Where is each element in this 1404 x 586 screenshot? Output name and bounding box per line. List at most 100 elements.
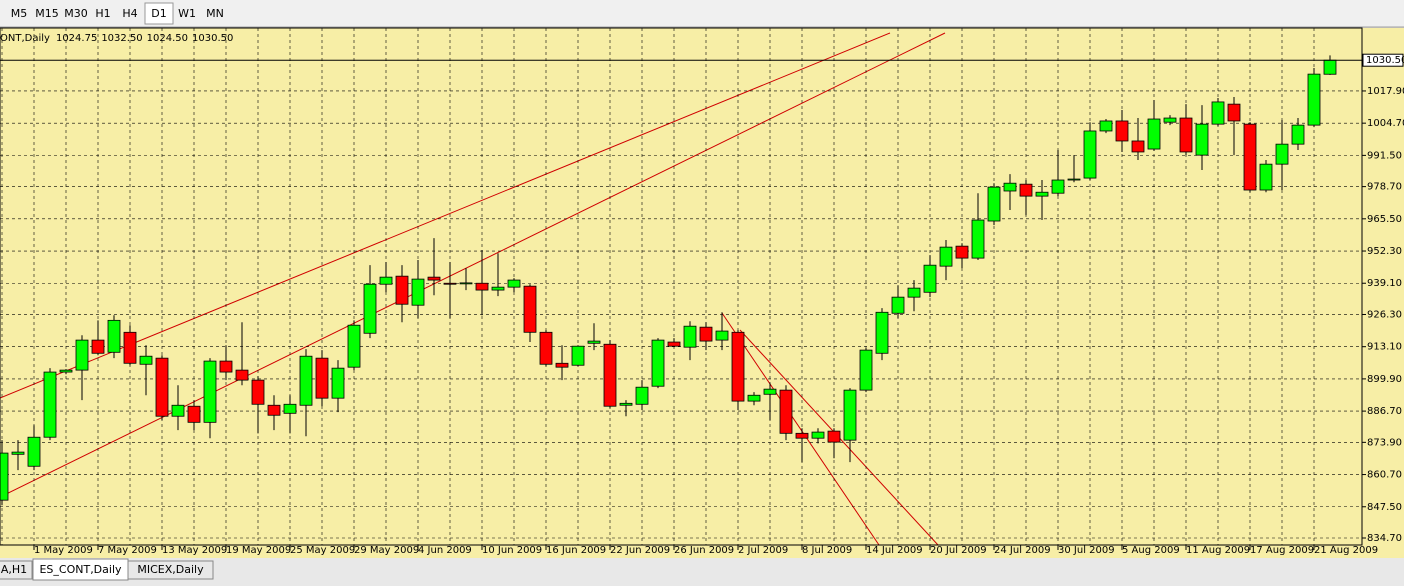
x-tick-label: 10 Jun 2009 [482, 545, 542, 556]
candle-body [235, 369, 249, 381]
candle-body [1131, 140, 1145, 153]
candle [1291, 118, 1305, 151]
candle [1115, 109, 1129, 152]
candle-body [1147, 118, 1161, 150]
candle-body [619, 402, 633, 406]
candle [1195, 105, 1209, 171]
y-tick-label: 965.50 [1367, 214, 1402, 225]
candle-body [155, 357, 169, 417]
candle [1131, 118, 1145, 161]
candle [827, 428, 841, 459]
candle-body [907, 287, 921, 298]
tab-shape [127, 560, 214, 580]
button-label: MN [206, 7, 224, 20]
y-tick-label: 926.30 [1367, 309, 1402, 320]
chart-background [0, 28, 1404, 558]
x-tick-label: 13 May 2009 [162, 545, 227, 556]
candle-body [1115, 120, 1129, 142]
candle [779, 385, 793, 441]
candle [27, 425, 41, 471]
candle-body [331, 367, 345, 399]
button-pressed [144, 2, 174, 25]
candle-body [1243, 123, 1257, 191]
candle [907, 280, 921, 312]
timeframe-button[interactable]: M5 [11, 7, 28, 20]
candle-body [411, 278, 425, 306]
timeframe-button[interactable]: W1 [178, 7, 196, 20]
candle [363, 265, 377, 339]
candle [331, 360, 345, 413]
timeframe-button[interactable]: D1 [144, 2, 174, 25]
candle-body [91, 339, 105, 354]
candle-body [939, 246, 953, 267]
candle [1243, 122, 1257, 193]
y-tick-label: 913.10 [1367, 342, 1402, 353]
button-label: M15 [35, 7, 59, 20]
candle-body [731, 331, 745, 402]
candle-body [523, 285, 537, 333]
candle-body [1323, 59, 1337, 75]
candle [1259, 160, 1273, 193]
candle-body [299, 355, 313, 406]
y-tick-label: 886.70 [1367, 406, 1402, 417]
timeframe-button[interactable]: H4 [122, 7, 137, 20]
candle [235, 322, 249, 386]
timeframe-button[interactable]: H1 [95, 7, 110, 20]
plot [0, 28, 1362, 546]
candle-body [1083, 130, 1097, 179]
candle [507, 278, 521, 293]
x-tick-label: 24 Jul 2009 [994, 545, 1051, 556]
x-tick-label: 11 Aug 2009 [1186, 545, 1250, 556]
candle-body [27, 436, 41, 467]
candle-body [139, 355, 153, 365]
candle [475, 250, 489, 316]
candle [43, 368, 57, 441]
candle-body [1035, 191, 1049, 197]
candle [971, 193, 985, 261]
candle-body [59, 369, 73, 373]
candle-body [779, 389, 793, 434]
candle [843, 388, 857, 463]
candle [555, 345, 569, 381]
candle [155, 355, 169, 421]
y-tick-label: 1017.90 [1367, 86, 1404, 97]
y-tick-label: 860.70 [1367, 470, 1402, 481]
candle [731, 330, 745, 411]
candle [571, 345, 585, 367]
candle-body [251, 379, 265, 405]
candle [139, 345, 153, 396]
chart-tab[interactable]: MICEX,Daily [127, 560, 214, 580]
timeframe-button[interactable]: M15 [35, 7, 59, 20]
candle [875, 308, 889, 361]
chart-tab[interactable]: A,H1 [0, 560, 33, 580]
candle [0, 440, 9, 506]
candle-body [987, 186, 1001, 222]
x-tick-label: 1 May 2009 [34, 545, 93, 556]
candle [395, 265, 409, 323]
candle [811, 428, 825, 444]
candle [1179, 104, 1193, 156]
candle [939, 240, 953, 281]
candle-body [875, 311, 889, 354]
candle [987, 183, 1001, 226]
candle-body [1019, 183, 1033, 197]
candle [299, 349, 313, 437]
candle-body [219, 360, 233, 373]
trend-line [0, 32, 891, 399]
button-label: M5 [11, 7, 28, 20]
candle [107, 315, 121, 359]
x-tick-label: 30 Jul 2009 [1058, 545, 1115, 556]
chart-tab[interactable]: ES_CONT,Daily [32, 558, 129, 581]
candle [1227, 97, 1241, 156]
toolbar [0, 0, 1404, 27]
info-open: 1024.75 [56, 33, 97, 44]
y-tick-label: 1004.70 [1367, 118, 1404, 129]
button-label: H1 [95, 7, 110, 20]
candle-body [1163, 117, 1177, 123]
candle-body [123, 331, 137, 364]
timeframe-button[interactable]: M30 [64, 7, 88, 20]
candle-body [347, 324, 361, 368]
candle [955, 243, 969, 269]
timeframe-button[interactable]: MN [206, 7, 224, 20]
